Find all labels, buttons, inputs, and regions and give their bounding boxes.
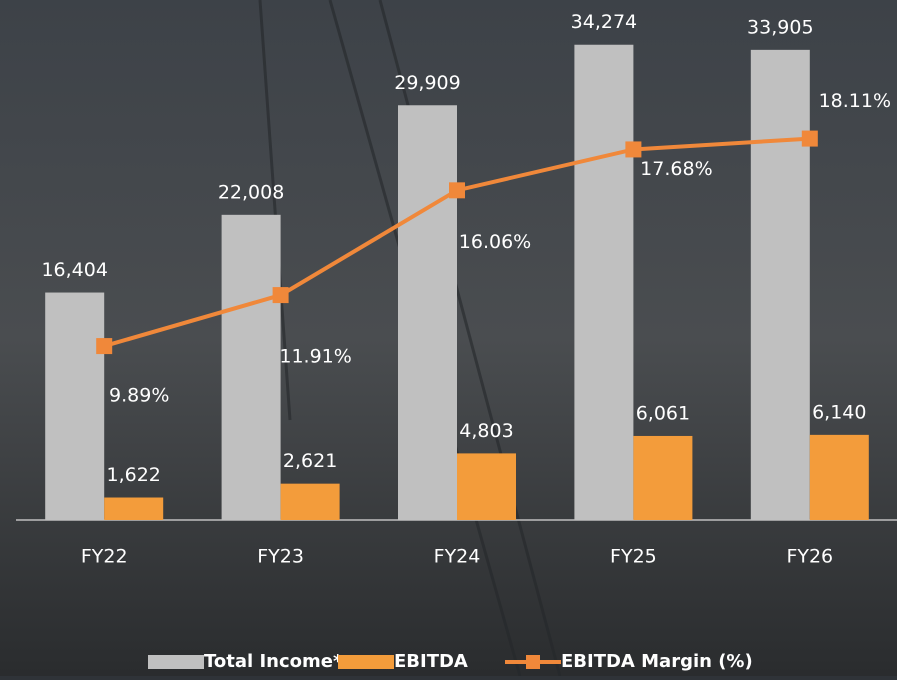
legend-label: EBITDA Margin (%) <box>561 651 753 672</box>
legend-label: EBITDA <box>394 651 468 672</box>
data-label: 34,274 <box>571 11 637 33</box>
line-marker <box>449 182 465 199</box>
bar <box>398 105 457 520</box>
bar <box>280 483 340 520</box>
line-marker <box>96 338 113 355</box>
data-label: 18.11% <box>819 90 891 112</box>
data-label: 29,909 <box>394 72 460 94</box>
bar <box>221 214 281 521</box>
legend-swatch <box>148 655 204 669</box>
bar <box>633 435 693 520</box>
bar <box>104 497 164 520</box>
data-label: 16.06% <box>459 231 531 253</box>
line-marker <box>801 130 818 147</box>
data-label: 4,803 <box>459 420 513 442</box>
data-label: 9.89% <box>109 385 169 407</box>
data-label: 11.91% <box>279 346 351 368</box>
data-label: 22,008 <box>218 181 284 203</box>
line-marker <box>625 141 642 158</box>
data-label: 6,061 <box>636 402 690 424</box>
x-tick-label: FY25 <box>610 546 657 568</box>
data-label: 33,905 <box>747 16 813 38</box>
x-tick-label: FY22 <box>81 546 128 568</box>
x-tick-label: FY24 <box>434 546 481 568</box>
data-label: 2,621 <box>283 450 337 472</box>
bar <box>750 49 810 520</box>
line-marker <box>272 287 289 304</box>
bar <box>457 453 516 520</box>
legend-swatch <box>526 655 540 669</box>
data-label: 6,140 <box>812 401 866 423</box>
legend-label: Total Income* <box>204 651 343 672</box>
bar <box>45 292 105 520</box>
legend-swatch <box>338 655 394 669</box>
data-label: 17.68% <box>640 158 712 180</box>
x-tick-label: FY26 <box>786 546 833 568</box>
x-tick-label: FY23 <box>257 546 304 568</box>
data-label: 16,404 <box>41 259 107 281</box>
bar <box>809 434 869 520</box>
bar <box>574 44 634 521</box>
data-label: 1,622 <box>106 464 160 486</box>
